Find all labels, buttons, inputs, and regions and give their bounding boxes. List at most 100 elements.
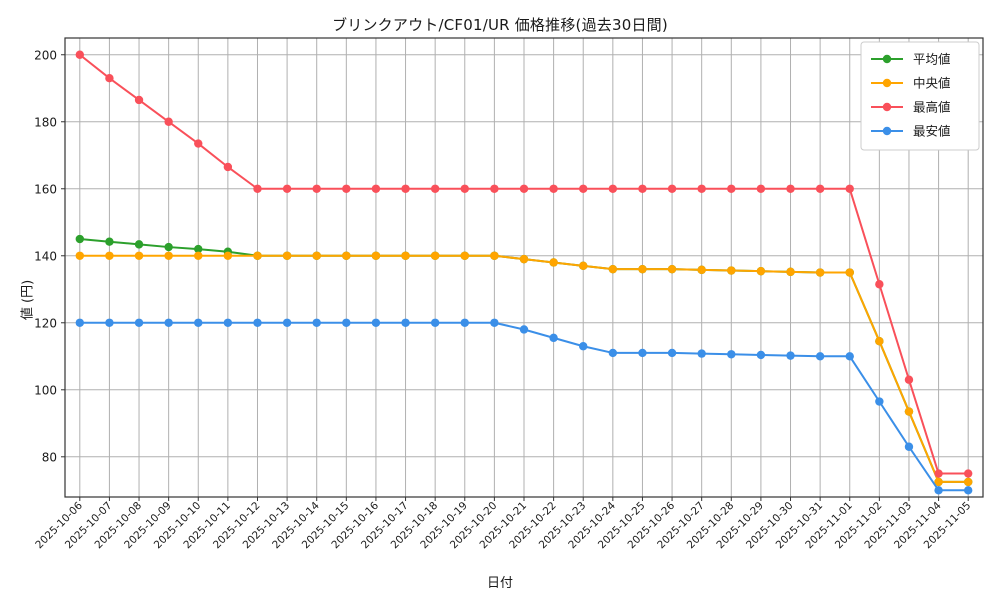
data-point (579, 261, 588, 271)
data-point (519, 254, 529, 264)
legend-swatch-marker (882, 78, 892, 88)
data-point (579, 342, 588, 351)
legend-label: 最安値 (913, 124, 951, 139)
plot-border (64, 37, 984, 498)
legend-swatch-marker (882, 102, 892, 112)
data-point (105, 237, 114, 246)
data-point (549, 258, 558, 267)
data-point (342, 251, 351, 260)
y-axis-ticks: 80 100 120 140 160 180 200 (34, 48, 65, 464)
data-point (75, 234, 85, 244)
data-point (401, 184, 410, 193)
data-point (342, 318, 351, 327)
data-point (608, 184, 618, 193)
legend-label: 中央値 (913, 76, 951, 91)
data-point (282, 318, 292, 327)
data-point (282, 184, 292, 193)
data-point (579, 184, 588, 193)
x-axis-label: 日付 (486, 576, 513, 591)
y-tick-label: 140 (34, 249, 57, 263)
data-point (667, 264, 677, 274)
data-point (667, 184, 677, 193)
data-point (371, 318, 381, 327)
legend-label: 最高値 (913, 100, 951, 115)
data-point (756, 266, 766, 276)
data-point (934, 469, 943, 478)
data-point (164, 242, 173, 252)
data-point (875, 397, 884, 406)
data-point (549, 184, 558, 193)
data-point (608, 264, 618, 274)
data-point (845, 268, 854, 277)
x-axis-ticks: 2025-10-062025-10-072025-10-082025-10-09… (33, 497, 973, 551)
data-point (697, 184, 706, 193)
series-4 (75, 318, 973, 495)
legend-label: 平均値 (913, 52, 951, 67)
data-point (105, 74, 114, 83)
data-point (815, 352, 825, 361)
data-point (223, 162, 233, 172)
data-point (904, 375, 914, 384)
legend-box (860, 41, 980, 151)
data-point (786, 184, 795, 193)
legend-swatch-marker (882, 126, 892, 136)
data-point (460, 318, 469, 327)
data-point (934, 477, 943, 487)
data-point (697, 265, 706, 275)
data-point (401, 251, 410, 260)
data-point (75, 251, 85, 260)
data-point (371, 184, 381, 193)
data-point (253, 184, 262, 193)
data-point (134, 240, 144, 249)
data-point (134, 251, 144, 260)
data-point (194, 244, 203, 254)
data-point (460, 184, 469, 193)
data-point (312, 184, 321, 193)
data-point (371, 251, 381, 260)
data-point (430, 184, 440, 193)
data-point (253, 318, 262, 327)
data-point (105, 251, 114, 260)
data-point (697, 349, 706, 358)
data-point (638, 348, 647, 358)
data-point (963, 477, 973, 487)
data-point (904, 442, 914, 451)
data-point (608, 348, 618, 358)
data-point (430, 318, 440, 327)
data-point (963, 469, 973, 478)
data-point (164, 251, 173, 260)
data-point (194, 318, 203, 327)
data-point (194, 139, 203, 148)
data-point (519, 184, 529, 193)
data-point (786, 267, 795, 277)
data-point (312, 251, 321, 260)
data-point (490, 184, 499, 193)
data-point (727, 184, 736, 193)
series-2 (75, 251, 973, 487)
y-tick-label: 160 (34, 182, 57, 196)
data-point (194, 251, 203, 260)
data-point (549, 333, 558, 343)
data-point (519, 325, 529, 334)
data-point (282, 251, 292, 260)
chart-title: ブリンクアウト/CF01/UR 価格推移(過去30日間) (332, 16, 668, 34)
data-point (401, 318, 410, 327)
y-tick-label: 180 (34, 115, 57, 129)
data-point (934, 486, 943, 495)
y-tick-label: 120 (34, 316, 57, 330)
data-point (253, 251, 262, 260)
y-tick-label: 80 (42, 450, 57, 464)
series-3 (75, 50, 973, 478)
data-point (430, 251, 440, 260)
data-point (460, 251, 469, 260)
data-point (667, 348, 677, 358)
data-point (490, 318, 499, 327)
data-point (963, 486, 973, 495)
data-point (75, 318, 85, 327)
y-tick-label: 100 (34, 383, 57, 397)
data-point (786, 351, 795, 360)
data-point (875, 280, 884, 289)
